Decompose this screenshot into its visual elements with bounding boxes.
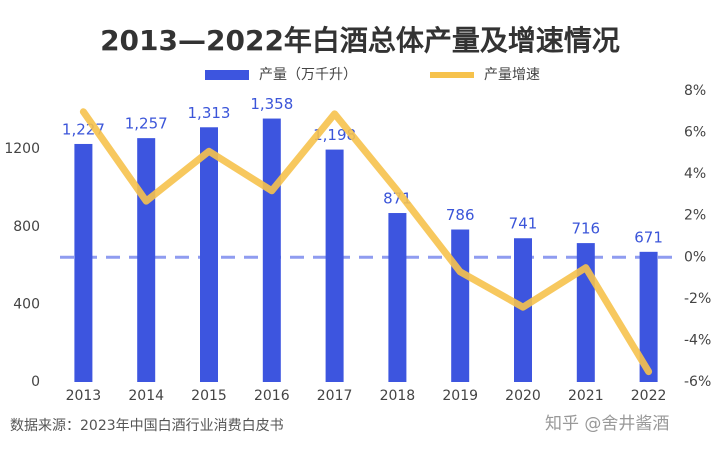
y-tick-label: 0	[31, 374, 40, 390]
legend-label: 产量增速	[484, 67, 540, 83]
x-tick-label: 2013	[66, 388, 102, 404]
y2-tick-label: -4%	[684, 332, 711, 348]
y-tick-label: 400	[13, 296, 40, 312]
value-label: 716	[571, 220, 600, 238]
value-label: 671	[634, 228, 663, 246]
x-tick-label: 2015	[191, 388, 227, 404]
bar	[325, 149, 344, 382]
legend-swatch	[205, 70, 249, 80]
x-tick-label: 2017	[317, 388, 353, 404]
value-label: 741	[509, 215, 538, 233]
bar	[200, 127, 218, 382]
y2-tick-label: 6%	[684, 125, 706, 141]
bar	[262, 118, 281, 382]
bar	[388, 213, 407, 382]
x-tick-label: 2016	[254, 388, 290, 404]
value-label: 1,257	[125, 115, 168, 133]
x-tick-label: 2021	[568, 388, 604, 404]
chart-title: 2013—2022年白酒总体产量及增速情况	[100, 24, 620, 57]
y-tick-label: 800	[13, 219, 40, 235]
bar	[576, 243, 595, 382]
bar	[451, 229, 470, 382]
y-tick-label: 1200	[4, 141, 40, 157]
value-label: 1,313	[188, 104, 231, 122]
x-tick-label: 2020	[505, 388, 541, 404]
x-tick-label: 2019	[442, 388, 478, 404]
y2-tick-label: -6%	[684, 374, 711, 390]
source: 数据来源：2023年中国白酒行业消费白皮书	[10, 418, 284, 434]
value-label: 1,358	[250, 95, 293, 113]
legend-label: 产量（万千升）	[259, 67, 357, 83]
bar	[137, 138, 156, 382]
x-tick-label: 2018	[380, 388, 416, 404]
watermark: 知乎 @舍井酱酒	[545, 414, 669, 434]
x-tick-label: 2014	[128, 388, 164, 404]
growth-line	[79, 108, 653, 376]
value-label: 786	[446, 206, 475, 224]
y2-tick-label: 4%	[684, 166, 706, 182]
bar	[74, 143, 93, 382]
x-tick-label: 2022	[631, 388, 667, 404]
y2-tick-label: 8%	[684, 83, 706, 99]
y2-tick-label: 2%	[684, 208, 706, 224]
y2-tick-label: 0%	[684, 249, 706, 265]
y2-tick-label: -2%	[684, 291, 711, 307]
bar	[639, 251, 658, 382]
